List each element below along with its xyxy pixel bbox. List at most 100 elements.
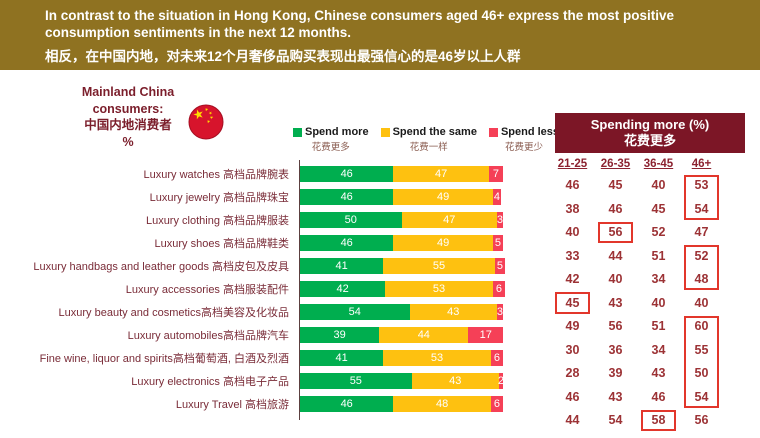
table-cell: 44 <box>565 413 580 427</box>
table-cell: 46 <box>651 389 666 404</box>
table-values: 46 45 40 53 38 46 45 54 40 56 52 47 33 44 51 52 42 40 34 48… <box>551 174 723 433</box>
table-cell: 40 <box>565 225 580 239</box>
legend-text: Spend less <box>500 126 560 138</box>
table-cell: 51 <box>651 319 666 333</box>
bar-segment-spend-more: 46 <box>300 165 394 182</box>
table-cell: 56 <box>608 319 623 333</box>
bar-segment-spend-the-same: 53 <box>383 349 491 366</box>
chart-row: Luxury watches 高档品牌腕表 46 47 7 <box>0 162 530 185</box>
bar-segment-spend-more: 54 <box>300 303 410 320</box>
table-title: Spending more (%) 花费更多 <box>555 113 745 153</box>
bar-segment-spend-more: 46 <box>300 395 394 412</box>
bar-segment-spend-less: 2 <box>497 372 505 389</box>
table-cell: 34 <box>651 342 666 357</box>
chart-legend: Spend more 花费更多 Spend the same 花费一样 Spend le… <box>293 126 559 153</box>
table-cell: 46 <box>565 178 580 192</box>
table-cell: 49 <box>565 319 580 333</box>
table-cell: 46 <box>608 201 623 216</box>
table-cell: 39 <box>608 366 623 380</box>
chart-row-label: Luxury electronics 高档电子产品 <box>131 375 289 388</box>
legend-swatch-icon <box>488 127 498 137</box>
title-line-2: consumption sentiments in the next 12 mo… <box>45 24 352 40</box>
table-column-header: 26-35 <box>600 158 631 170</box>
table-cell: 45 <box>608 178 623 192</box>
chart-row-label: Luxury jewelry 高档品牌珠宝 <box>149 191 289 204</box>
chart-axis-line <box>299 160 300 420</box>
table-cell: 38 <box>565 201 580 216</box>
highlight-box <box>555 292 590 314</box>
legend-label-en: Spend the same <box>380 126 477 138</box>
bar-segment-spend-the-same: 53 <box>385 280 493 297</box>
table-column-header: 36-45 <box>643 158 674 170</box>
title-line-1: In contrast to the situation in Hong Kon… <box>45 8 674 23</box>
bar-segment-spend-the-same: 47 <box>393 165 489 182</box>
table-cell: 51 <box>651 248 666 263</box>
legend-item: Spend less 花费更少 <box>488 126 560 153</box>
chart-row-bars: 50 47 3 <box>300 211 503 228</box>
table-cell: 48 <box>694 272 709 286</box>
bar-segment-spend-more: 50 <box>300 211 402 228</box>
chart-row-label: Luxury Travel 高档旅游 <box>175 398 289 411</box>
chart-row-bars: 46 47 7 <box>300 165 503 182</box>
chart-row: Luxury automobiles高档品牌汽车 39 44 17 <box>0 323 530 346</box>
chart-row-label: Luxury automobiles高档品牌汽车 <box>127 329 289 342</box>
table-cell: 56 <box>694 413 709 427</box>
table-cell: 28 <box>565 366 580 380</box>
side-heading-line3: 中国内地消费者 <box>84 118 172 132</box>
table-cell: 54 <box>694 201 709 216</box>
table-cell: 52 <box>651 225 666 239</box>
chart-row-bars: 41 53 6 <box>300 349 503 366</box>
bar-segment-spend-less: 17 <box>468 326 503 343</box>
bar-segment-spend-less: 4 <box>492 188 501 205</box>
chart-row-label: Luxury accessories 高档服装配件 <box>125 283 289 296</box>
spending-more-table: Spending more (%) 花费更多 21-25 26-35 36-45 46… <box>548 110 760 438</box>
chart-row-bars: 46 49 5 <box>300 234 503 251</box>
chart-row-bars: 42 53 6 <box>300 280 505 297</box>
chart-row: Luxury accessories 高档服装配件 42 53 6 <box>0 277 530 300</box>
side-heading: Mainland China consumers: 中国内地消费者 % <box>48 84 208 150</box>
table-cell: 60 <box>694 319 709 333</box>
legend-swatch-icon <box>380 127 390 137</box>
table-cell: 40 <box>608 272 623 286</box>
bar-segment-spend-the-same: 48 <box>393 395 491 412</box>
bar-segment-spend-less: 3 <box>496 303 503 320</box>
bar-segment-spend-the-same: 55 <box>383 257 495 274</box>
chart-row: Luxury beauty and cosmetics高档美容及化妆品 54 43 3 <box>0 300 530 323</box>
table-title-zh: 花费更多 <box>623 133 676 148</box>
bar-segment-spend-the-same: 47 <box>401 211 497 228</box>
table-cell: 40 <box>694 295 709 310</box>
bar-segment-spend-more: 41 <box>300 349 384 366</box>
table-cell: 47 <box>694 225 709 239</box>
title-band: In contrast to the situation in Hong Kon… <box>0 0 760 70</box>
table-column-header: 21-25 <box>557 158 588 170</box>
chart-row-label: Fine wine, liquor and spirits高档葡萄酒, 白酒及烈… <box>39 352 289 365</box>
side-heading-line2: consumers: <box>92 101 164 116</box>
table-cell: 33 <box>565 248 580 263</box>
stacked-bar-chart: Luxury watches 高档品牌腕表 46 47 7 Luxury jewelry… <box>0 160 530 420</box>
bar-segment-spend-more: 41 <box>300 257 384 274</box>
chart-row-label: Luxury watches 高档品牌腕表 <box>143 168 289 181</box>
table-cell: 36 <box>608 342 623 357</box>
bar-segment-spend-more: 46 <box>300 234 394 251</box>
legend-text: Spend more <box>305 126 369 138</box>
bar-segment-spend-less: 6 <box>492 280 505 297</box>
legend-text: Spend the same <box>392 126 477 138</box>
table-cell: 50 <box>694 366 709 380</box>
table-cell: 34 <box>651 272 666 286</box>
chart-row-bars: 46 49 4 <box>300 188 501 205</box>
chart-row-label: Luxury handbags and leather goods 高档皮包及皮… <box>33 260 289 273</box>
chart-row: Fine wine, liquor and spirits高档葡萄酒, 白酒及烈… <box>0 346 530 369</box>
table-cell: 54 <box>608 413 623 427</box>
bar-segment-spend-less: 7 <box>488 165 503 182</box>
table-cell: 53 <box>694 178 709 192</box>
bar-segment-spend-the-same: 49 <box>393 234 493 251</box>
legend-label-zh: 花费一样 <box>409 142 448 153</box>
highlight-box <box>684 245 719 290</box>
bar-segment-spend-the-same: 44 <box>379 326 469 343</box>
side-heading-line4: % <box>122 134 134 149</box>
chart-row: Luxury jewelry 高档品牌珠宝 46 49 4 <box>0 185 530 208</box>
chart-row-bars: 54 43 3 <box>300 303 503 320</box>
chart-row-bars: 55 43 2 <box>300 372 505 389</box>
table-cell: 42 <box>565 272 580 286</box>
